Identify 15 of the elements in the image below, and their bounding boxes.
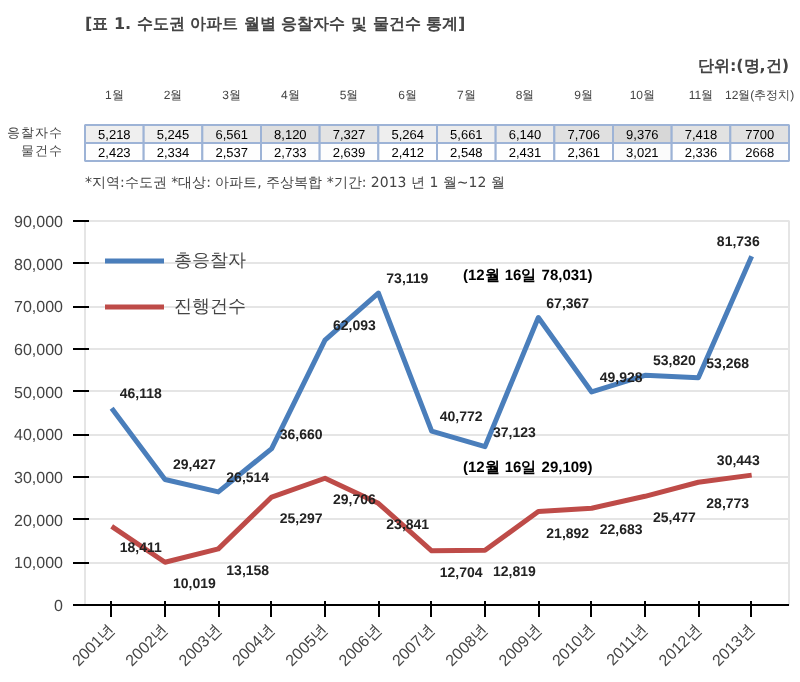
- line-series: [109, 472, 755, 565]
- y-tick-label: 60,000: [14, 341, 65, 359]
- y-tick-label: 10,000: [14, 554, 65, 573]
- y-tick-label: 80,000: [14, 255, 65, 274]
- legend-label: 총응찰자: [174, 247, 246, 273]
- y-tick-label: 0: [54, 597, 65, 615]
- y-tick-label: 30,000: [14, 469, 65, 487]
- y-tick-label: 40,000: [14, 426, 65, 445]
- y-tick-label: 90,000: [14, 213, 65, 231]
- chart-subtitle: 단위:(명,건): [697, 57, 790, 75]
- legend-label: 진행건수: [174, 293, 246, 319]
- y-tick-label: 20,000: [14, 511, 65, 530]
- y-tick-label: 70,000: [14, 298, 65, 317]
- y-tick-label: 50,000: [14, 383, 65, 402]
- chart-title: [표 1. 수도권 아파트 월별 응찰자수 및 물건수 통계]: [85, 15, 466, 33]
